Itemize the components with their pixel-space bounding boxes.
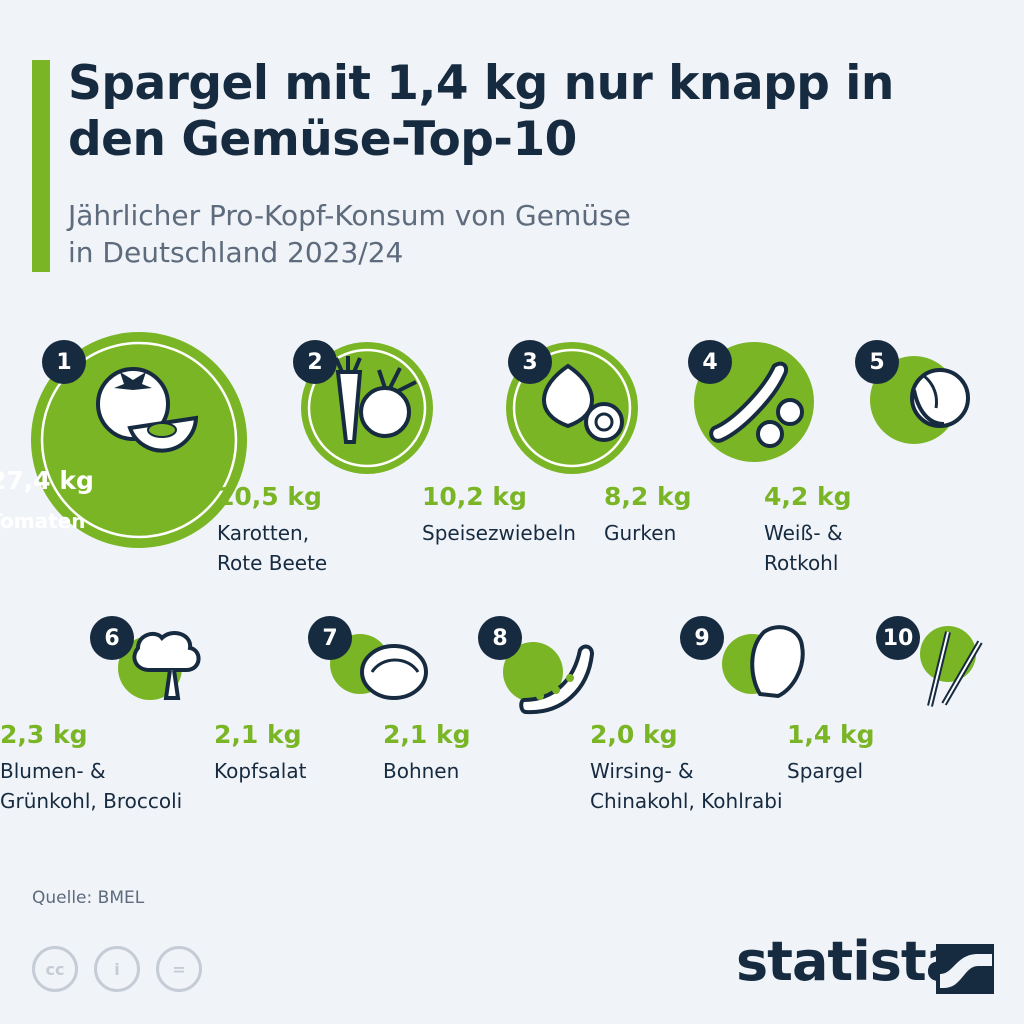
rank-badge: 7 [308,616,352,660]
value-label: 10,5 kg [217,482,322,511]
vegetable-name-line: Rote Beete [217,551,328,575]
rank-badge: 3 [508,340,552,384]
vegetable-name-line: Spargel [787,759,864,783]
vegetable-name-line: Speisezwiebeln [422,521,576,545]
accent-bar [32,60,50,272]
subtitle-line-1: Jährlicher Pro-Kopf-Konsum von Gemüse [68,199,631,232]
rank-badge: 5 [855,340,899,384]
broccoli-icon [118,631,201,700]
rank-badge: 10 [876,616,920,660]
vegetable-name-line: Weiß- & [764,521,843,545]
bean-icon [503,642,595,715]
value-label: 2,0 kg [590,720,678,749]
value-label: 2,1 kg [214,720,302,749]
chinese-cabbage-icon [722,625,805,699]
rank-badge: 4 [688,340,732,384]
vegetable-name: Spargel [787,756,863,786]
rank-badge: 9 [680,616,724,660]
value-label: 27,4 kg [0,466,94,495]
vegetable-name-line: Bohnen [383,759,460,783]
value-label: 4,2 kg [764,482,852,511]
source-note: Quelle: BMEL [32,888,145,908]
value-label: 2,1 kg [383,720,471,749]
no-derivatives-icon[interactable]: = [156,946,202,992]
vegetable-name-line: Kopfsalat [214,759,307,783]
vegetable-name-line: Rotkohl [764,551,839,575]
page-subtitle: Jährlicher Pro-Kopf-Konsum von Gemüse in… [68,197,768,271]
vegetable-name: Kopfsalat [214,756,306,786]
vegetable-name: Karotten, Rote Beete [217,518,327,578]
vegetable-name: Speisezwiebeln [422,518,576,548]
vegetable-name-line: Tomaten [0,509,86,533]
carrot-beet-icon [301,342,433,474]
vegetable-name: Tomaten [0,506,85,536]
vegetable-name-line: Wirsing- & [590,759,694,783]
attribution-icon[interactable]: i [94,946,140,992]
vegetable-name-line: Karotten, [217,521,310,545]
value-label: 1,4 kg [787,720,875,749]
rank-badge: 2 [293,340,337,384]
rank-badge: 1 [42,340,86,384]
vegetable-name: Bohnen [383,756,459,786]
statista-logo-icon [936,944,994,994]
value-label: 8,2 kg [604,482,692,511]
vegetable-name: Weiß- & Rotkohl [764,518,843,578]
statista-logo-text[interactable]: statista [736,930,962,993]
tomato-icon [31,332,247,548]
value-label: 10,2 kg [422,482,527,511]
page-title: Spargel mit 1,4 kg nur knapp in den Gemü… [68,56,894,167]
vegetable-name-line: Gurken [604,521,677,545]
subtitle-line-2: in Deutschland 2023/24 [68,236,404,269]
vegetable-name-line: Chinakohl, Kohlrabi [590,789,783,813]
vegetable-name-line: Blumen- & [0,759,106,783]
rank-badge: 8 [478,616,522,660]
vegetable-name-line: Grünkohl, Broccoli [0,789,183,813]
value-label: 2,3 kg [0,720,88,749]
asparagus-icon [920,626,983,707]
cc-icon[interactable]: cc [32,946,78,992]
vegetable-name: Blumen- & Grünkohl, Broccoli [0,756,182,816]
rank-badge: 6 [90,616,134,660]
vegetable-name: Gurken [604,518,676,548]
vegetable-name: Wirsing- & Chinakohl, Kohlrabi [590,756,783,816]
